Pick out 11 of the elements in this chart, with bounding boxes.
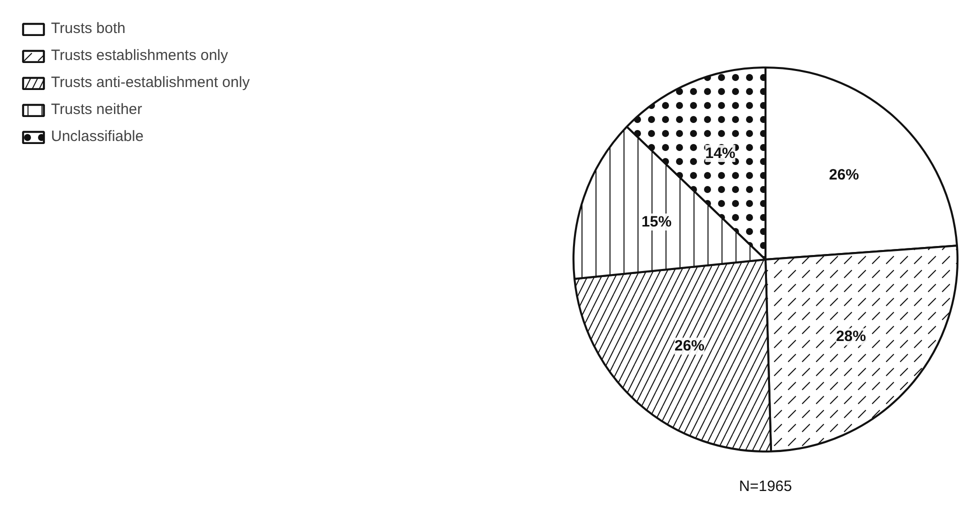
data-label: 14% bbox=[705, 145, 736, 162]
legend-label: Trusts anti-establishment only bbox=[51, 74, 250, 91]
legend-label: Unclassifiable bbox=[51, 128, 144, 145]
data-label: 26% bbox=[828, 166, 859, 184]
data-label: 15% bbox=[642, 214, 672, 231]
legend-label: Trusts establishments only bbox=[51, 47, 228, 64]
legend-label: Trusts both bbox=[51, 20, 126, 37]
text: N=1965 bbox=[739, 478, 792, 495]
data-label: 26% bbox=[674, 338, 705, 355]
data-label: 28% bbox=[836, 328, 866, 346]
legend-label: Trusts neither bbox=[51, 101, 142, 118]
